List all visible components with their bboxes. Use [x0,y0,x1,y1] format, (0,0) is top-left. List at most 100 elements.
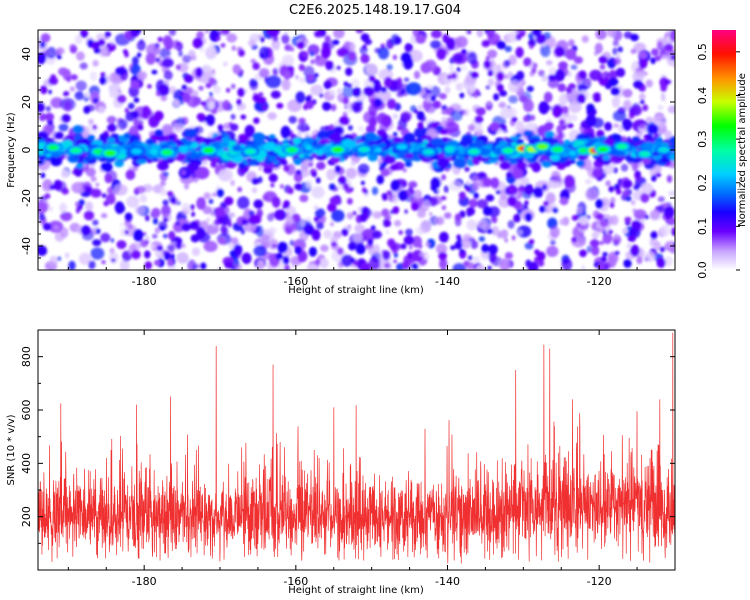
heatmap-cell [487,244,498,255]
colorbar-tick-label: 0.1 [696,218,709,236]
heatmap-cell [570,159,576,164]
heatmap-cell [62,92,68,97]
heatmap-cell [189,221,199,230]
heatmap-cell [352,211,357,216]
heatmap-cell [49,184,56,190]
heatmap-cell [384,262,391,269]
heatmap-cell [87,134,96,141]
heatmap-cell [612,57,621,65]
heatmap-cell [56,54,62,60]
heatmap-cell [390,179,401,192]
heatmap-cell [441,105,448,111]
heatmap-cell [376,138,383,144]
heatmap-cell [642,104,649,112]
heatmap-cell [531,138,538,143]
heatmap-cell [400,243,407,250]
heatmap-cell [88,118,94,125]
heatmap-cell [151,69,158,75]
heatmap-cell [558,93,569,106]
heatmap-cell [163,251,171,261]
heatmap-cell [192,37,204,49]
heatmap-cell [274,209,287,221]
heatmap-cell [220,43,226,48]
heatmap-cell [280,184,284,189]
heatmap-cell [336,48,347,57]
heatmap-cell [190,55,197,61]
heatmap-hotspot [203,147,214,153]
heatmap-hotspot [131,148,142,154]
heatmap-cell [338,98,343,103]
heatmap-cell [361,206,369,215]
heatmap-cell [265,75,282,89]
heatmap-cell [567,123,574,129]
heatmap-cell [631,162,639,172]
heatmap-cell [347,125,353,131]
heatmap-cell [463,108,470,117]
heatmap-cell [415,34,427,44]
heatmap-cell [649,168,656,174]
heatmap-cell [313,216,319,222]
heatmap-cell [38,201,48,215]
heatmap-cell [255,225,264,237]
heatmap-cell [229,123,239,132]
heatmap-cell [223,122,231,130]
heatmap-cell [552,207,559,214]
heatmap-cell [106,115,117,124]
heatmap-cell [536,251,546,261]
heatmap-cell [176,252,189,264]
heatmap-cell [633,209,647,220]
heatmap-cell [591,245,600,256]
heatmap-cell [248,210,255,217]
heatmap-cell [465,83,476,94]
heatmap-cell [545,121,554,131]
heatmap-cell [53,225,60,231]
heatmap-cell [570,64,578,70]
heatmap-cell [664,79,670,85]
heatmap-cell [655,172,662,178]
heatmap-cell [208,77,216,85]
heatmap-cell [83,210,95,221]
spectrogram-ticks: -180 -160 -140 -120 -40 -20 0 20 40 [20,30,676,288]
heatmap-cell [454,54,464,63]
heatmap-cell [202,206,213,215]
heatmap-cell [594,42,603,54]
heatmap-cell [272,68,279,76]
heatmap-cell [545,192,556,205]
heatmap-cell [524,212,533,222]
heatmap-cell [452,263,467,270]
heatmap-cell [498,101,507,109]
heatmap-cell [316,161,326,170]
heatmap-cell [113,184,128,196]
heatmap-cell [504,45,512,53]
heatmap-cell [181,223,192,232]
heatmap-cell [541,74,548,82]
heatmap-cell [566,86,573,94]
heatmap-cell [485,56,490,61]
heatmap-cell [513,213,521,223]
heatmap-cell [386,98,397,110]
heatmap-cell [528,39,536,47]
heatmap-cell [393,259,398,264]
heatmap-cell [458,191,466,200]
heatmap-cell [154,129,164,137]
heatmap-cell [244,140,253,147]
heatmap-cell [218,148,225,153]
heatmap-cell [614,233,619,239]
heatmap-cell [657,104,664,111]
heatmap-cell [297,131,302,137]
heatmap-cell [383,76,393,88]
heatmap-cell [341,254,354,267]
heatmap-cell [495,190,501,195]
heatmap-cell [78,252,92,265]
heatmap-cell [531,30,542,37]
heatmap-cell [538,69,545,77]
heatmap-cell [131,56,139,66]
heatmap-cell [441,266,446,270]
heatmap-cell [355,243,366,255]
heatmap-cell [346,198,353,205]
heatmap-cell [368,248,375,255]
heatmap-cell [61,114,71,123]
heatmap-cell [296,40,306,50]
heatmap-cell [467,124,475,132]
heatmap-cell [603,164,615,175]
